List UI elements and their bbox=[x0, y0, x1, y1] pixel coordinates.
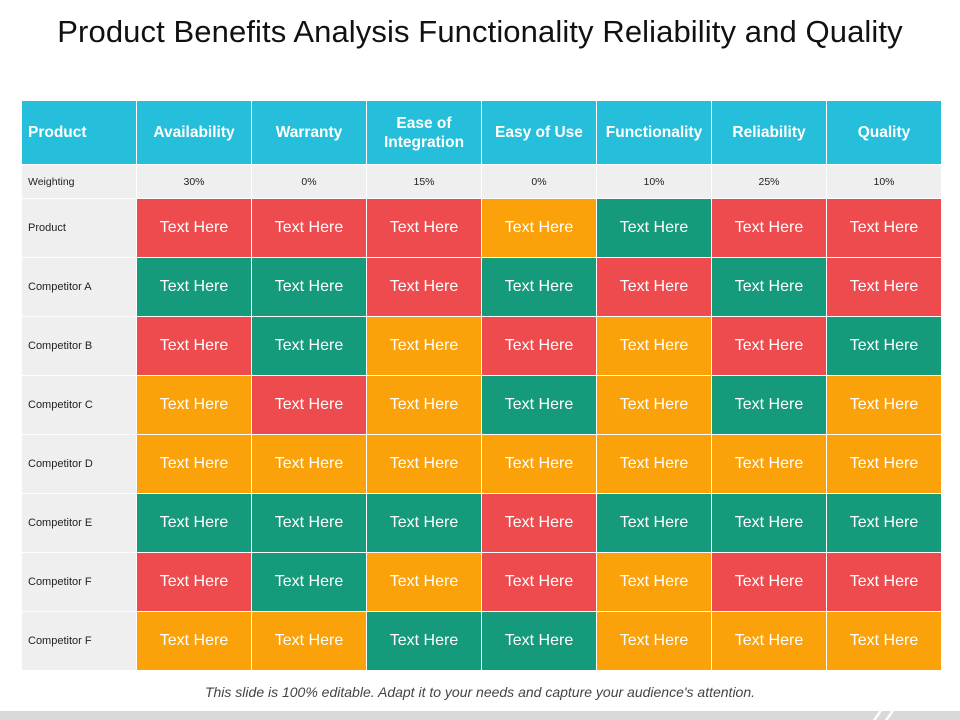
rating-cell: Text Here bbox=[252, 258, 366, 316]
header-product: Product bbox=[22, 101, 136, 164]
rating-cell: Text Here bbox=[137, 612, 251, 670]
rating-cell: Text Here bbox=[712, 553, 826, 611]
row-label: Competitor B bbox=[22, 317, 136, 375]
header-availability: Availability bbox=[137, 101, 251, 164]
rating-cell: Text Here bbox=[482, 376, 596, 434]
rating-cell: Text Here bbox=[712, 199, 826, 257]
slide-title: Product Benefits Analysis Functionality … bbox=[57, 14, 903, 49]
rating-cell: Text Here bbox=[367, 317, 481, 375]
rating-cell: Text Here bbox=[712, 258, 826, 316]
rating-cell: Text Here bbox=[252, 553, 366, 611]
rating-cell: Text Here bbox=[827, 435, 941, 493]
decorative-slash bbox=[872, 711, 883, 720]
rating-cell: Text Here bbox=[827, 376, 941, 434]
rating-cell: Text Here bbox=[137, 258, 251, 316]
rating-cell: Text Here bbox=[827, 553, 941, 611]
rating-cell: Text Here bbox=[827, 317, 941, 375]
rating-cell: Text Here bbox=[482, 612, 596, 670]
header-quality: Quality bbox=[827, 101, 941, 164]
rating-cell: Text Here bbox=[367, 553, 481, 611]
rating-cell: Text Here bbox=[827, 199, 941, 257]
weighting-value: 15% bbox=[367, 165, 481, 198]
row-label: Competitor C bbox=[22, 376, 136, 434]
row-label: Competitor E bbox=[22, 494, 136, 552]
row-label: Competitor A bbox=[22, 258, 136, 316]
rating-cell: Text Here bbox=[137, 317, 251, 375]
row-label: Competitor F bbox=[22, 553, 136, 611]
rating-cell: Text Here bbox=[252, 199, 366, 257]
benefits-table: Product Availability Warranty Ease of In… bbox=[22, 101, 941, 670]
weighting-value: 10% bbox=[827, 165, 941, 198]
rating-cell: Text Here bbox=[252, 494, 366, 552]
weighting-value: 30% bbox=[137, 165, 251, 198]
rating-cell: Text Here bbox=[482, 553, 596, 611]
row-label: Competitor F bbox=[22, 612, 136, 670]
decorative-slash bbox=[884, 711, 895, 720]
rating-cell: Text Here bbox=[367, 494, 481, 552]
header-reliability: Reliability bbox=[712, 101, 826, 164]
rating-cell: Text Here bbox=[482, 199, 596, 257]
rating-cell: Text Here bbox=[252, 376, 366, 434]
bottom-bar bbox=[0, 711, 960, 720]
header-easy-of-use: Easy of Use bbox=[482, 101, 596, 164]
rating-cell: Text Here bbox=[712, 376, 826, 434]
rating-cell: Text Here bbox=[137, 199, 251, 257]
weighting-value: 10% bbox=[597, 165, 711, 198]
header-warranty: Warranty bbox=[252, 101, 366, 164]
rating-cell: Text Here bbox=[137, 435, 251, 493]
weighting-value: 25% bbox=[712, 165, 826, 198]
rating-cell: Text Here bbox=[712, 494, 826, 552]
rating-cell: Text Here bbox=[137, 553, 251, 611]
rating-cell: Text Here bbox=[252, 435, 366, 493]
weighting-value: 0% bbox=[482, 165, 596, 198]
rating-cell: Text Here bbox=[597, 199, 711, 257]
rating-cell: Text Here bbox=[367, 435, 481, 493]
rating-cell: Text Here bbox=[712, 317, 826, 375]
header-functionality: Functionality bbox=[597, 101, 711, 164]
rating-cell: Text Here bbox=[827, 494, 941, 552]
weighting-value: 0% bbox=[252, 165, 366, 198]
rating-cell: Text Here bbox=[597, 435, 711, 493]
footer-note: This slide is 100% editable. Adapt it to… bbox=[204, 684, 756, 700]
rating-cell: Text Here bbox=[712, 612, 826, 670]
rating-cell: Text Here bbox=[597, 494, 711, 552]
rating-cell: Text Here bbox=[482, 494, 596, 552]
rating-cell: Text Here bbox=[597, 317, 711, 375]
rating-cell: Text Here bbox=[367, 612, 481, 670]
rating-cell: Text Here bbox=[597, 553, 711, 611]
rating-cell: Text Here bbox=[482, 435, 596, 493]
row-label: Competitor D bbox=[22, 435, 136, 493]
rating-cell: Text Here bbox=[597, 612, 711, 670]
rating-cell: Text Here bbox=[367, 376, 481, 434]
rating-cell: Text Here bbox=[827, 258, 941, 316]
rating-cell: Text Here bbox=[482, 258, 596, 316]
rating-cell: Text Here bbox=[827, 612, 941, 670]
rating-cell: Text Here bbox=[712, 435, 826, 493]
rating-cell: Text Here bbox=[367, 199, 481, 257]
rating-cell: Text Here bbox=[597, 258, 711, 316]
rating-cell: Text Here bbox=[252, 317, 366, 375]
rating-cell: Text Here bbox=[367, 258, 481, 316]
rating-cell: Text Here bbox=[252, 612, 366, 670]
row-label: Product bbox=[22, 199, 136, 257]
rating-cell: Text Here bbox=[597, 376, 711, 434]
weighting-label: Weighting bbox=[22, 165, 136, 198]
rating-cell: Text Here bbox=[137, 494, 251, 552]
rating-cell: Text Here bbox=[482, 317, 596, 375]
rating-cell: Text Here bbox=[137, 376, 251, 434]
header-ease-of-integration: Ease of Integration bbox=[367, 101, 481, 164]
